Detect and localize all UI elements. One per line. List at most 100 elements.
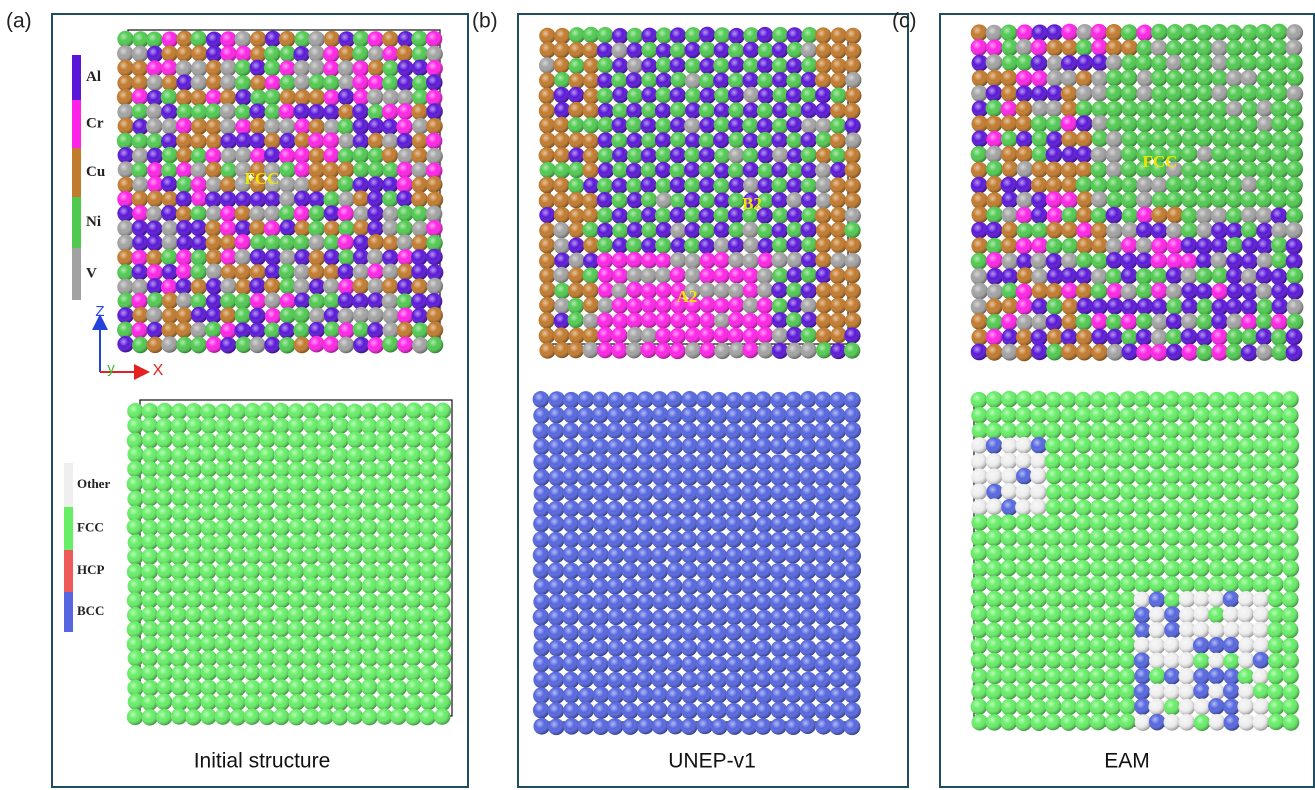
atom (623, 469, 640, 486)
atom-shade (577, 500, 594, 517)
atom-shade (288, 447, 304, 463)
atom-shade (249, 206, 265, 222)
atom (554, 147, 570, 163)
atom (608, 392, 625, 409)
atom-shade (548, 532, 565, 549)
atom-shade (553, 42, 569, 58)
atom-shade (411, 278, 427, 294)
atom (406, 563, 422, 579)
atom-shade (323, 61, 339, 77)
atom (338, 60, 354, 76)
atom-shade (435, 636, 451, 652)
atom-shade (770, 423, 787, 440)
atom-shade (346, 607, 362, 623)
atom (249, 337, 265, 353)
atom (406, 577, 422, 593)
atom (230, 709, 246, 725)
atom-shade (368, 264, 384, 280)
atom-shade (405, 650, 421, 666)
atom-shade (294, 89, 310, 105)
atom-shade (397, 75, 413, 91)
atom (382, 147, 398, 163)
atom-shade (303, 607, 319, 623)
atom (244, 519, 260, 535)
atom (323, 132, 339, 148)
atom (235, 293, 251, 309)
atom-shade (147, 337, 163, 353)
atom-shade (758, 238, 774, 254)
atom-shade (411, 264, 427, 280)
atom-shade (816, 297, 832, 313)
atom (563, 484, 580, 501)
atom (670, 328, 686, 344)
atom (161, 60, 177, 76)
atom (787, 27, 803, 43)
atom-shade (142, 548, 158, 564)
atom-shade (742, 342, 758, 358)
atom (201, 461, 217, 477)
atom-shade (338, 191, 354, 207)
atom (830, 88, 846, 104)
atom (156, 635, 172, 651)
atom-shade (741, 453, 758, 470)
atom (220, 133, 236, 149)
atom-shade (382, 293, 398, 309)
atom-shade (743, 42, 759, 58)
atom (607, 422, 624, 439)
atom-shade (699, 117, 715, 133)
atom-shade (308, 322, 324, 338)
atom-shade (539, 72, 555, 88)
atom-shade (412, 322, 428, 338)
atom (611, 72, 627, 88)
atom (338, 264, 354, 280)
atom (259, 636, 275, 652)
atom (539, 88, 555, 104)
atom (539, 103, 555, 119)
atom (279, 205, 295, 221)
atom (412, 206, 428, 222)
atom (367, 205, 383, 221)
atom (156, 490, 172, 506)
atom-shade (568, 162, 584, 178)
atom (655, 267, 671, 283)
atom (786, 282, 802, 298)
atom (303, 592, 319, 608)
atom (161, 104, 177, 120)
atom-shade (117, 133, 133, 149)
atom-shade (338, 60, 354, 76)
atom-shade (201, 592, 217, 608)
atom (361, 679, 377, 695)
atom (157, 679, 173, 695)
atom (279, 31, 295, 47)
atom-shade (317, 417, 333, 433)
atom-shade (612, 313, 628, 329)
atom-shade (147, 278, 163, 294)
atom-shade (127, 621, 143, 637)
atom (656, 73, 672, 89)
atom (332, 461, 348, 477)
atom (725, 531, 742, 548)
atom-shade (772, 147, 788, 163)
atom (221, 148, 237, 164)
atom (309, 148, 325, 164)
atom (234, 249, 250, 265)
atom (728, 117, 744, 133)
atom-shade (563, 484, 580, 501)
atom (830, 43, 846, 59)
atom (726, 438, 743, 455)
atom (288, 621, 304, 637)
atom (533, 391, 550, 408)
atom-shade (332, 578, 348, 594)
atom-shade (592, 531, 609, 548)
atom-shade (641, 252, 657, 268)
atom (397, 308, 413, 324)
atom-shade (815, 162, 831, 178)
atom (259, 520, 275, 536)
atom-shade (293, 103, 309, 119)
atom-shade (235, 191, 251, 207)
atom (685, 222, 701, 238)
atom (176, 74, 192, 90)
atom-shade (655, 237, 671, 253)
atom-shade (303, 548, 319, 564)
atom-shade (726, 392, 743, 409)
